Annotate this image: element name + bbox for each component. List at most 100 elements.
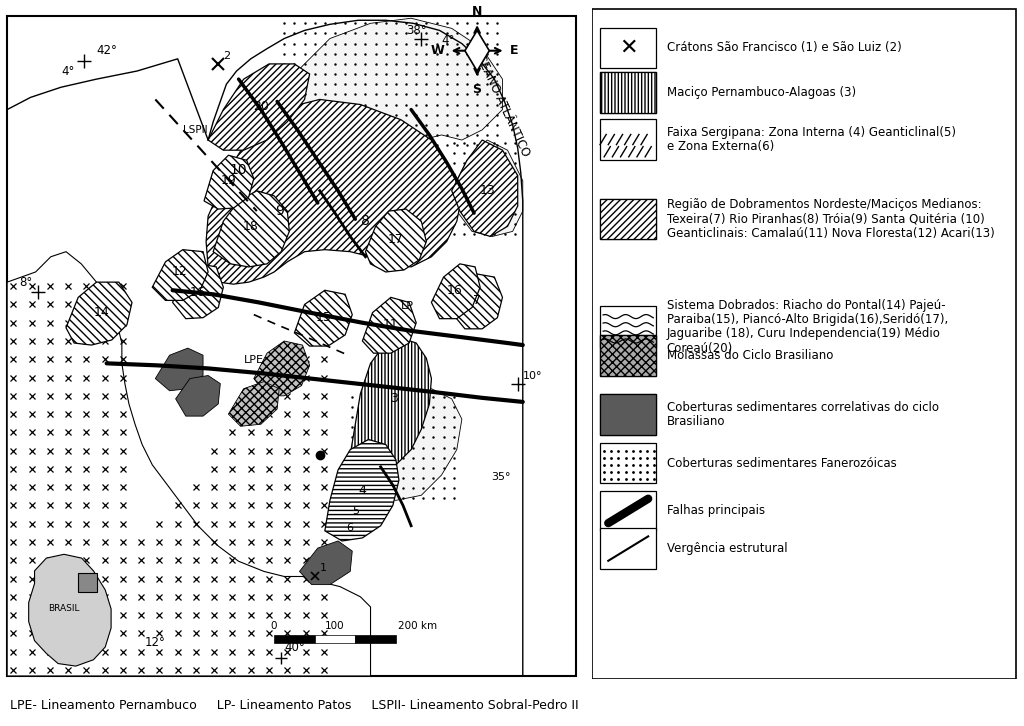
Text: LPE- Lineamento Pernambuco     LP- Lineamento Patos     LSPII- Lineamento Sobral: LPE- Lineamento Pernambuco LP- Lineament… — [10, 699, 579, 712]
Text: Região de Dobramentos Nordeste/Maciços Medianos:: Região de Dobramentos Nordeste/Maciços M… — [667, 198, 981, 211]
Text: 200 km: 200 km — [398, 621, 437, 632]
Text: 14: 14 — [93, 306, 110, 319]
Polygon shape — [156, 348, 203, 391]
Polygon shape — [7, 252, 371, 676]
Bar — [600, 335, 656, 375]
Bar — [274, 635, 314, 643]
Text: 40°: 40° — [284, 641, 305, 654]
Bar — [600, 306, 656, 347]
Text: LP: LP — [401, 301, 414, 311]
Text: Jaguaribe (18), Curu Independencia(19) Médio: Jaguaribe (18), Curu Independencia(19) M… — [667, 327, 940, 340]
Text: 16: 16 — [446, 284, 463, 297]
Text: 8: 8 — [361, 214, 370, 228]
Polygon shape — [153, 250, 208, 301]
Polygon shape — [173, 264, 223, 319]
Bar — [600, 198, 656, 240]
Polygon shape — [452, 140, 523, 237]
Text: 5: 5 — [352, 505, 358, 515]
Polygon shape — [66, 282, 132, 345]
Polygon shape — [431, 264, 480, 319]
Text: 4: 4 — [358, 484, 367, 497]
Text: Vergência estrutural: Vergência estrutural — [667, 542, 787, 555]
Polygon shape — [29, 555, 112, 666]
Bar — [78, 574, 97, 592]
Text: Coberturas sedimentares correlativas do ciclo: Coberturas sedimentares correlativas do … — [667, 401, 939, 414]
Polygon shape — [299, 541, 352, 584]
Bar — [600, 28, 656, 68]
Polygon shape — [362, 298, 416, 353]
Text: e Zona Externa(6): e Zona Externa(6) — [667, 140, 774, 153]
Text: 8°: 8° — [18, 276, 32, 289]
Polygon shape — [350, 388, 462, 500]
Text: 13: 13 — [479, 184, 496, 197]
Text: 17: 17 — [388, 233, 403, 246]
Text: S: S — [473, 83, 481, 96]
Bar — [600, 73, 656, 113]
Text: Paraiba(15), Piancó-Alto Brigida(16),Seridó(17),: Paraiba(15), Piancó-Alto Brigida(16),Ser… — [667, 313, 948, 326]
Text: LPE: LPE — [244, 355, 263, 365]
Text: 11: 11 — [383, 318, 398, 331]
Text: 1: 1 — [319, 563, 327, 574]
Polygon shape — [208, 64, 309, 150]
Text: 0: 0 — [271, 621, 278, 632]
Bar — [600, 198, 656, 240]
Text: 42°: 42° — [96, 44, 117, 57]
Text: LSPII: LSPII — [182, 125, 208, 135]
Polygon shape — [213, 191, 290, 267]
Text: Coberturas sedimentares Fanerozóicas: Coberturas sedimentares Fanerozóicas — [667, 457, 896, 470]
Text: 4°: 4° — [61, 65, 75, 78]
Text: W: W — [431, 44, 444, 57]
Text: E: E — [510, 44, 518, 57]
Text: Crátons São Francisco (1) e São Luiz (2): Crátons São Francisco (1) e São Luiz (2) — [667, 41, 901, 54]
Text: BRASIL: BRASIL — [48, 605, 80, 613]
Text: 12: 12 — [172, 266, 187, 279]
Text: Brasiliano: Brasiliano — [667, 415, 725, 428]
Text: 6: 6 — [347, 523, 353, 533]
Bar — [600, 394, 656, 435]
Polygon shape — [206, 99, 462, 284]
Text: 16: 16 — [190, 286, 206, 299]
Text: 7: 7 — [473, 294, 481, 307]
Text: 38°: 38° — [406, 24, 427, 37]
Bar — [355, 635, 396, 643]
Text: 3: 3 — [390, 392, 397, 405]
Polygon shape — [176, 375, 220, 416]
Text: 15: 15 — [315, 311, 332, 325]
Polygon shape — [254, 341, 309, 396]
Text: 20: 20 — [253, 100, 269, 113]
Text: 2: 2 — [223, 51, 230, 61]
Polygon shape — [295, 290, 352, 346]
Text: 4°: 4° — [441, 34, 455, 47]
Polygon shape — [465, 30, 489, 71]
Bar — [600, 529, 656, 569]
Text: Faixa Sergipana: Zona Interna (4) Geanticlinal(5): Faixa Sergipana: Zona Interna (4) Geanti… — [667, 126, 955, 139]
Text: 18: 18 — [243, 220, 259, 233]
Text: Geanticlinais: Camalaú(11) Nova Floresta(12) Acari(13): Geanticlinais: Camalaú(11) Nova Floresta… — [667, 227, 994, 240]
Bar — [600, 491, 656, 531]
Polygon shape — [452, 274, 503, 329]
Bar — [314, 635, 355, 643]
Bar — [600, 73, 656, 113]
Text: Falhas principais: Falhas principais — [667, 505, 765, 518]
Polygon shape — [350, 338, 431, 467]
Text: Texeira(7) Rio Piranhas(8) Tróia(9) Santa Quitéria (10): Texeira(7) Rio Piranhas(8) Tróia(9) Sant… — [667, 213, 984, 225]
Text: 10°: 10° — [523, 370, 543, 380]
Text: 10: 10 — [229, 163, 248, 177]
Bar — [600, 119, 656, 160]
Polygon shape — [325, 439, 399, 541]
Bar — [600, 443, 656, 484]
Text: N: N — [472, 5, 482, 18]
Polygon shape — [366, 209, 426, 272]
Text: 19: 19 — [220, 174, 237, 187]
Text: 35°: 35° — [490, 472, 510, 482]
Polygon shape — [228, 382, 280, 426]
Polygon shape — [452, 140, 518, 237]
Text: ✕: ✕ — [618, 38, 638, 58]
Text: 12°: 12° — [145, 636, 166, 649]
Polygon shape — [280, 18, 503, 145]
Text: 9: 9 — [274, 204, 284, 218]
Bar — [600, 394, 656, 435]
Text: Molassas do Ciclo Brasiliano: Molassas do Ciclo Brasiliano — [667, 348, 833, 362]
Text: Coreaú(20): Coreaú(20) — [667, 342, 733, 354]
Polygon shape — [204, 155, 254, 209]
